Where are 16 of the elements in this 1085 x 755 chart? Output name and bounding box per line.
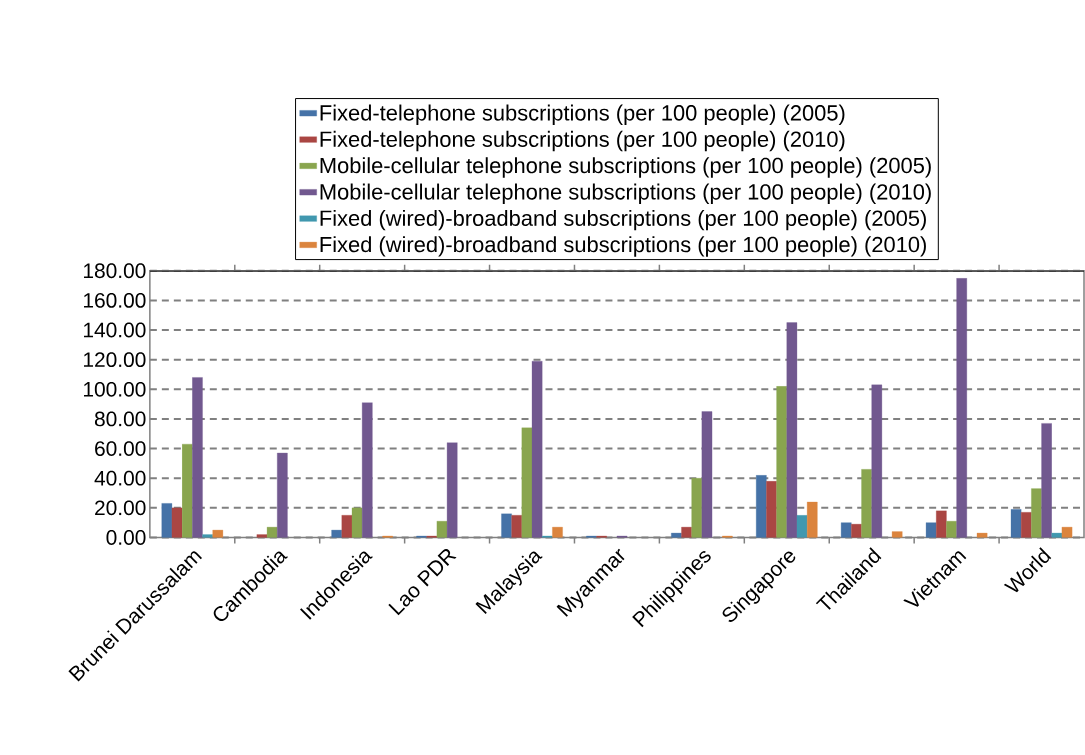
y-tick-label: 100.00 xyxy=(84,381,146,397)
y-tick-label: 0.00 xyxy=(106,529,146,545)
y-tick-label: 120.00 xyxy=(84,352,146,367)
legend-label: Fixed (wired)-broadband subscriptions (per 100 people) (2005) xyxy=(320,209,926,231)
y-tick-label: 40.00 xyxy=(94,470,146,486)
legend-label: Fixed (wired)-broadband subscriptions (per 100 people) (2010) xyxy=(320,236,926,257)
legend-label: Fixed-telephone subscriptions (per 100 people) (2005) xyxy=(320,104,845,125)
y-tick-label: 60.00 xyxy=(95,441,146,456)
legend-label: Mobile-cellular telephone subscriptions (per 100 people) (2005) xyxy=(320,157,931,178)
y-tick-label: 140.00 xyxy=(84,322,146,338)
legend-label: Mobile-cellular telephone subscriptions (per 100 people) (2010) xyxy=(320,183,931,204)
legend-label: Fixed-telephone subscriptions (per 100 people) (2010) xyxy=(320,130,845,152)
y-tick-label: 160.00 xyxy=(84,292,146,308)
y-tick-label: 180.00 xyxy=(84,263,146,278)
y-tick-label: 80.00 xyxy=(94,411,146,427)
y-tick-label: 20.00 xyxy=(95,500,146,516)
